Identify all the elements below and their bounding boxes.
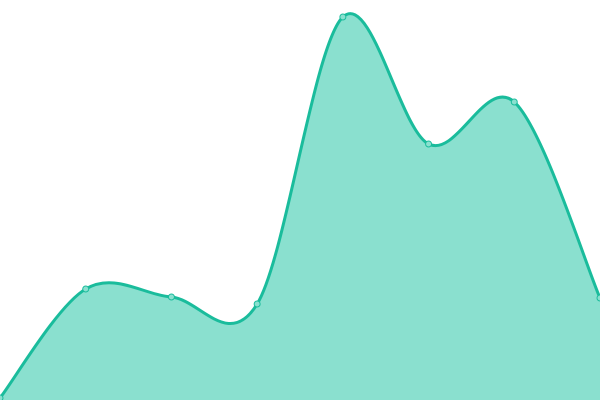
area-fill: [0, 13, 600, 400]
data-point-3: [253, 300, 261, 308]
data-point-5: [425, 140, 433, 148]
data-point-2: [167, 293, 175, 301]
data-point-4: [339, 13, 347, 21]
data-point-6: [510, 98, 518, 106]
data-point-7: [596, 294, 600, 302]
data-point-1: [82, 285, 90, 293]
data-point-0: [0, 394, 4, 400]
data-markers: [0, 13, 600, 400]
